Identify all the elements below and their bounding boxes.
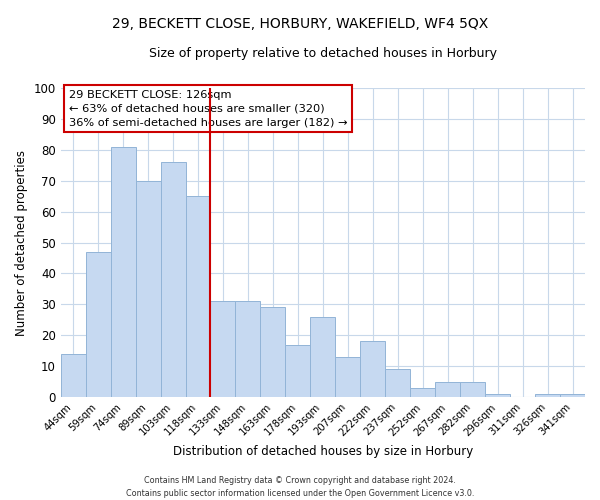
Bar [110,147,136,397]
Bar [286,344,310,397]
Bar [161,162,185,397]
Bar [136,181,161,397]
Bar [385,370,410,397]
Bar [185,196,211,397]
X-axis label: Distribution of detached houses by size in Horbury: Distribution of detached houses by size … [173,444,473,458]
Y-axis label: Number of detached properties: Number of detached properties [15,150,28,336]
Bar [310,316,335,397]
Bar [61,354,86,397]
Bar [335,357,360,397]
Bar [260,308,286,397]
Bar [535,394,560,397]
Text: 29, BECKETT CLOSE, HORBURY, WAKEFIELD, WF4 5QX: 29, BECKETT CLOSE, HORBURY, WAKEFIELD, W… [112,18,488,32]
Bar [86,252,110,397]
Bar [235,302,260,397]
Bar [360,342,385,397]
Bar [485,394,510,397]
Bar [460,382,485,397]
Bar [410,388,435,397]
Text: 29 BECKETT CLOSE: 126sqm
← 63% of detached houses are smaller (320)
36% of semi-: 29 BECKETT CLOSE: 126sqm ← 63% of detach… [68,90,347,128]
Bar [560,394,585,397]
Title: Size of property relative to detached houses in Horbury: Size of property relative to detached ho… [149,48,497,60]
Bar [211,302,235,397]
Bar [435,382,460,397]
Text: Contains HM Land Registry data © Crown copyright and database right 2024.
Contai: Contains HM Land Registry data © Crown c… [126,476,474,498]
